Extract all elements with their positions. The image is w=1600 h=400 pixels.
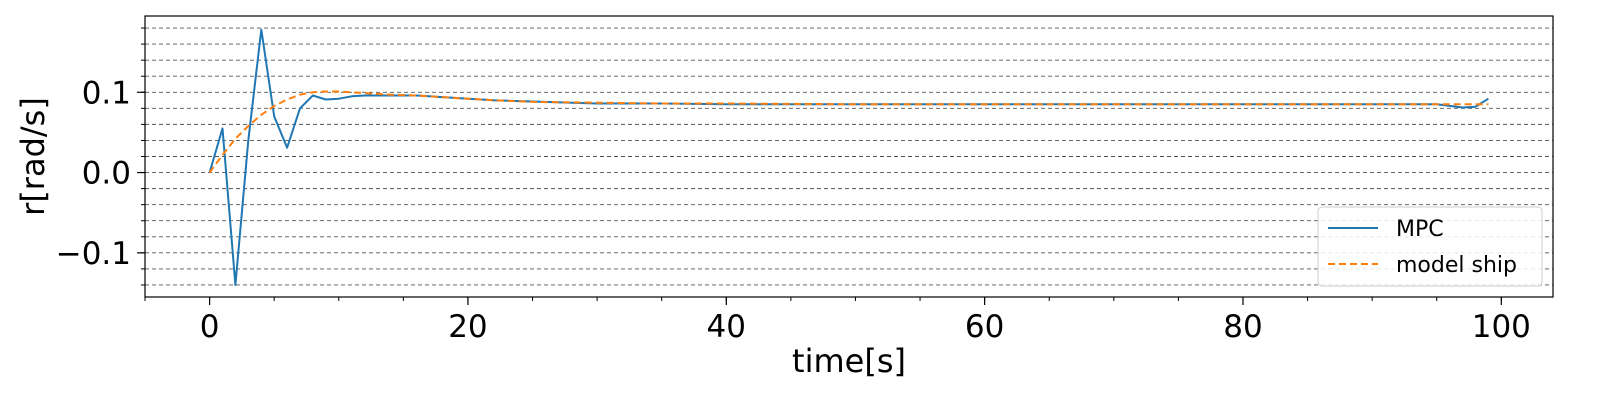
x-tick-label: 0	[200, 309, 220, 345]
series-lines	[208, 28, 1489, 286]
x-tick-label: 60	[965, 309, 1004, 345]
legend-box	[1317, 206, 1543, 287]
y-tick-label: −0.1	[56, 236, 131, 272]
legend-label-mpc: MPC	[1396, 217, 1444, 242]
y-axis-label: r[rad/s]	[14, 97, 52, 216]
x-tick-label: 40	[707, 309, 746, 345]
legend: MPC model ship	[1317, 206, 1543, 287]
x-tick-label: 80	[1223, 309, 1262, 345]
x-axis-label: time[s]	[792, 342, 906, 380]
series-line-model-ship	[208, 90, 1489, 174]
x-tick-label: 20	[448, 309, 487, 345]
y-tick-label: 0.0	[82, 156, 131, 192]
x-tick-label: 100	[1472, 309, 1531, 345]
legend-label-model-ship: model ship	[1396, 253, 1517, 278]
axis-ticks: −0.1 0.0 0.1 0 20 40 60 80 100	[56, 27, 1531, 345]
series-line-mpc	[208, 28, 1489, 286]
grid-lines	[145, 27, 1553, 286]
y-tick-label: 0.1	[82, 75, 131, 111]
